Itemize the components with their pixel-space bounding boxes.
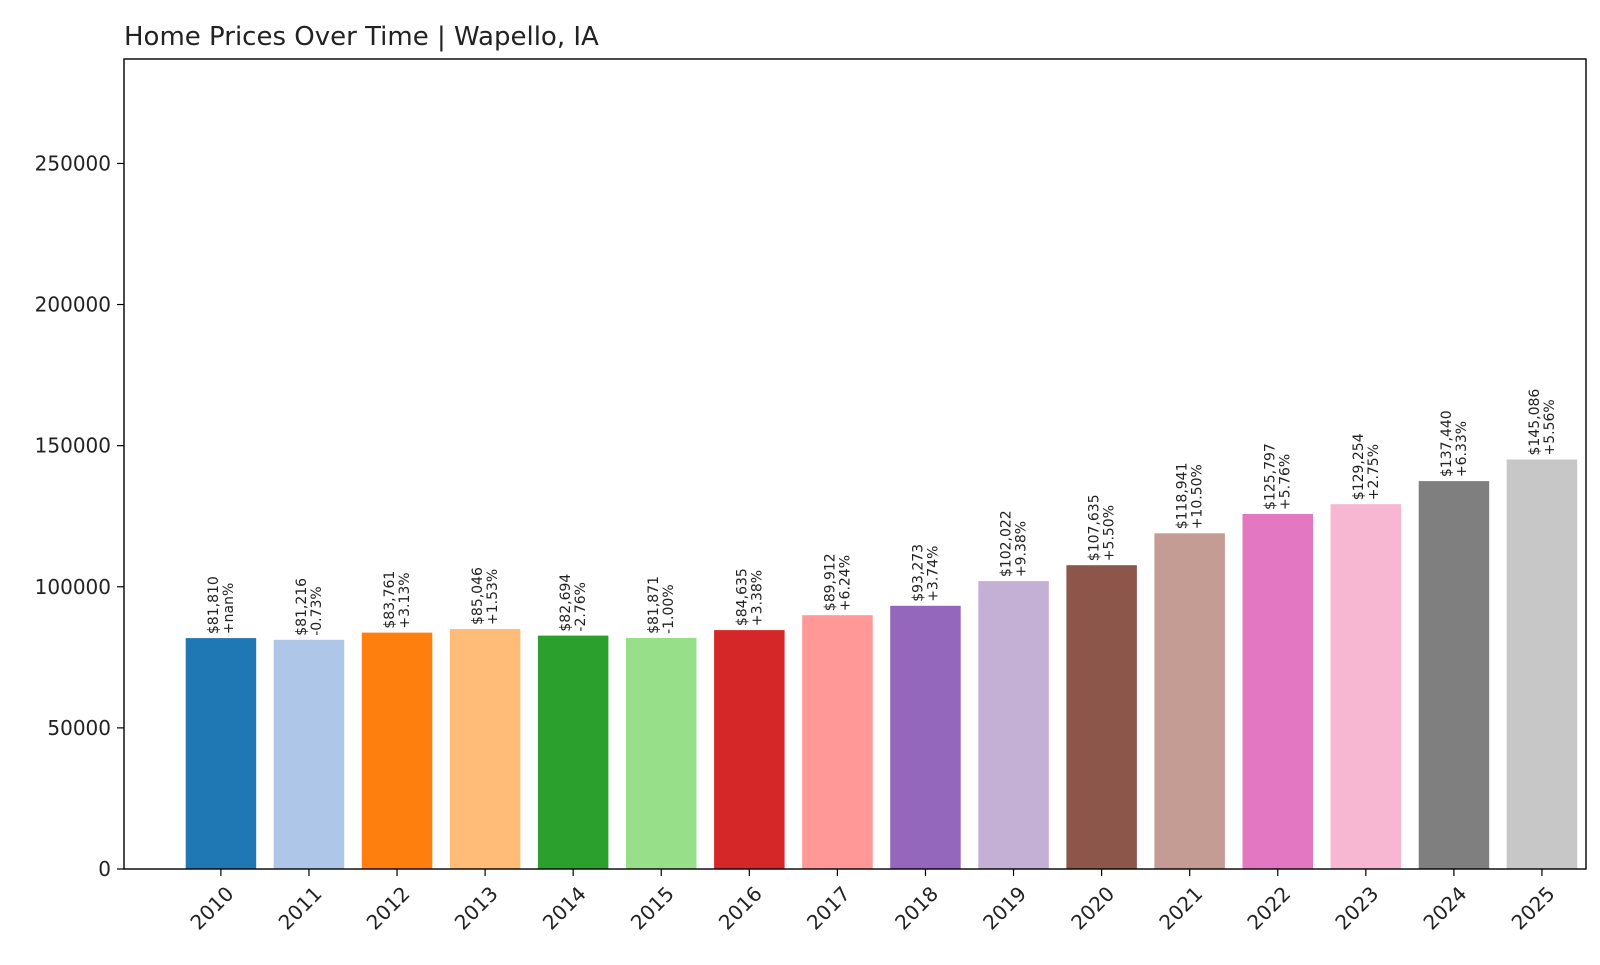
bar-label-2013: $85,046 +1.53% [470,567,501,625]
bar-labels-layer: $81,810 +nan% $81,216 -0.73% $83,761 +3.13% $8… [206,389,1558,636]
bar-label-2014: $82,694 -2.76% [558,574,589,632]
bar-label-2012: $83,761 +3.13% [382,571,413,629]
bar-change-label: +5.50% [1102,505,1118,561]
bar-label-2017: $89,912 +6.24% [822,553,853,611]
bar-price-label: $118,941 [1175,462,1191,529]
bar-2017 [802,615,873,869]
bar-price-label: $82,694 [558,574,574,632]
x-tick-label: 2013 [450,882,503,935]
bar-label-2025: $145,086 +5.56% [1527,389,1558,456]
bar-price-label: $125,797 [1263,443,1279,510]
x-tick-label: 2021 [1154,882,1207,935]
bar-change-label: +5.76% [1278,454,1294,510]
bar-2015 [626,637,697,869]
bar-label-2019: $102,022 +9.38% [999,510,1030,577]
bar-2016 [714,630,785,869]
x-tick-label: 2025 [1507,882,1560,935]
bar-change-label: +3.38% [749,570,765,626]
bar-change-label: +9.38% [1014,521,1030,577]
y-tick-label: 150000 [35,434,111,458]
x-tick-label: 2022 [1242,882,1295,935]
bar-2024 [1418,481,1490,869]
x-axis: 2010 2011 2012 2013 2014 2015 2016 2017 2018 2019… [185,869,1560,935]
bar-2018 [890,605,961,869]
x-tick-label: 2012 [362,882,415,935]
x-tick-label: 2014 [538,882,591,935]
bar-2025 [1506,459,1578,869]
bar-change-label: +10.50% [1190,464,1206,529]
bar-change-label: +6.33% [1454,421,1470,477]
bar-price-label: $137,440 [1439,410,1455,477]
x-tick-label: 2011 [274,882,327,935]
bar-change-label: +3.74% [926,546,942,602]
chart-title: Home Prices Over Time | Wapello, IA [124,22,599,52]
y-tick-label: 250000 [35,151,111,175]
bar-label-2022: $125,797 +5.76% [1263,443,1294,510]
bar-price-label: $83,761 [382,571,398,629]
bar-price-label: $102,022 [999,510,1015,577]
bar-change-label: -1.00% [661,584,677,634]
bar-price-label: $81,216 [294,578,310,636]
bar-price-label: $85,046 [470,567,486,625]
bar-price-label: $93,273 [911,544,927,602]
y-tick-label: 50000 [47,716,111,740]
bar-2012 [361,632,433,869]
y-tick-label: 200000 [35,293,111,317]
bar-price-label: $81,871 [646,576,662,634]
bar-2014 [537,635,609,869]
bar-change-label: -0.73% [309,586,325,636]
bars-layer [185,459,1578,869]
bar-2011 [273,639,345,869]
bar-2023 [1330,504,1402,869]
bar-label-2023: $129,254 +2.75% [1351,433,1382,500]
x-tick-label: 2016 [714,882,767,935]
bar-label-2020: $107,635 +5.50% [1087,494,1118,561]
x-tick-label: 2024 [1418,882,1471,935]
plot-frame [123,58,1587,870]
y-axis: 0 50000 100000 150000 200000 250000 [35,151,124,881]
bar-label-2016: $84,635 +3.38% [734,568,765,626]
bar-2013 [449,629,521,869]
bar-2010 [185,638,257,869]
x-tick-label: 2023 [1330,882,1383,935]
bar-label-2015: $81,871 -1.00% [646,576,677,634]
bar-label-2010: $81,810 +nan% [206,576,237,634]
bar-2019 [978,581,1049,869]
bar-2022 [1242,514,1313,869]
bar-label-2011: $81,216 -0.73% [294,578,325,636]
y-tick-label: 0 [98,857,111,881]
bar-price-label: $81,810 [206,576,222,634]
x-tick-label: 2015 [626,882,679,935]
bar-label-2021: $118,941 +10.50% [1175,462,1206,529]
bar-change-label: +2.75% [1366,444,1382,500]
bar-change-label: +6.24% [837,555,853,611]
x-tick-label: 2020 [1066,882,1119,935]
bar-change-label: -2.76% [573,582,589,632]
x-tick-label: 2010 [185,882,238,935]
bar-label-2024: $137,440 +6.33% [1439,410,1470,477]
bar-price-label: $145,086 [1527,389,1543,456]
x-tick-label: 2019 [978,882,1031,935]
y-tick-label: 100000 [35,575,111,599]
bar-2020 [1066,565,1137,869]
bar-change-label: +1.53% [485,569,501,625]
bar-price-label: $107,635 [1087,494,1103,561]
bar-label-2018: $93,273 +3.74% [911,544,942,602]
bar-change-label: +nan% [221,583,237,634]
bar-price-label: $89,912 [822,553,838,611]
x-tick-label: 2018 [890,882,943,935]
bar-change-label: +3.13% [397,572,413,628]
x-tick-label: 2017 [802,882,855,935]
bar-price-label: $129,254 [1351,433,1367,500]
bar-price-label: $84,635 [734,568,750,626]
bar-change-label: +5.56% [1542,399,1558,455]
bar-2021 [1154,533,1225,869]
